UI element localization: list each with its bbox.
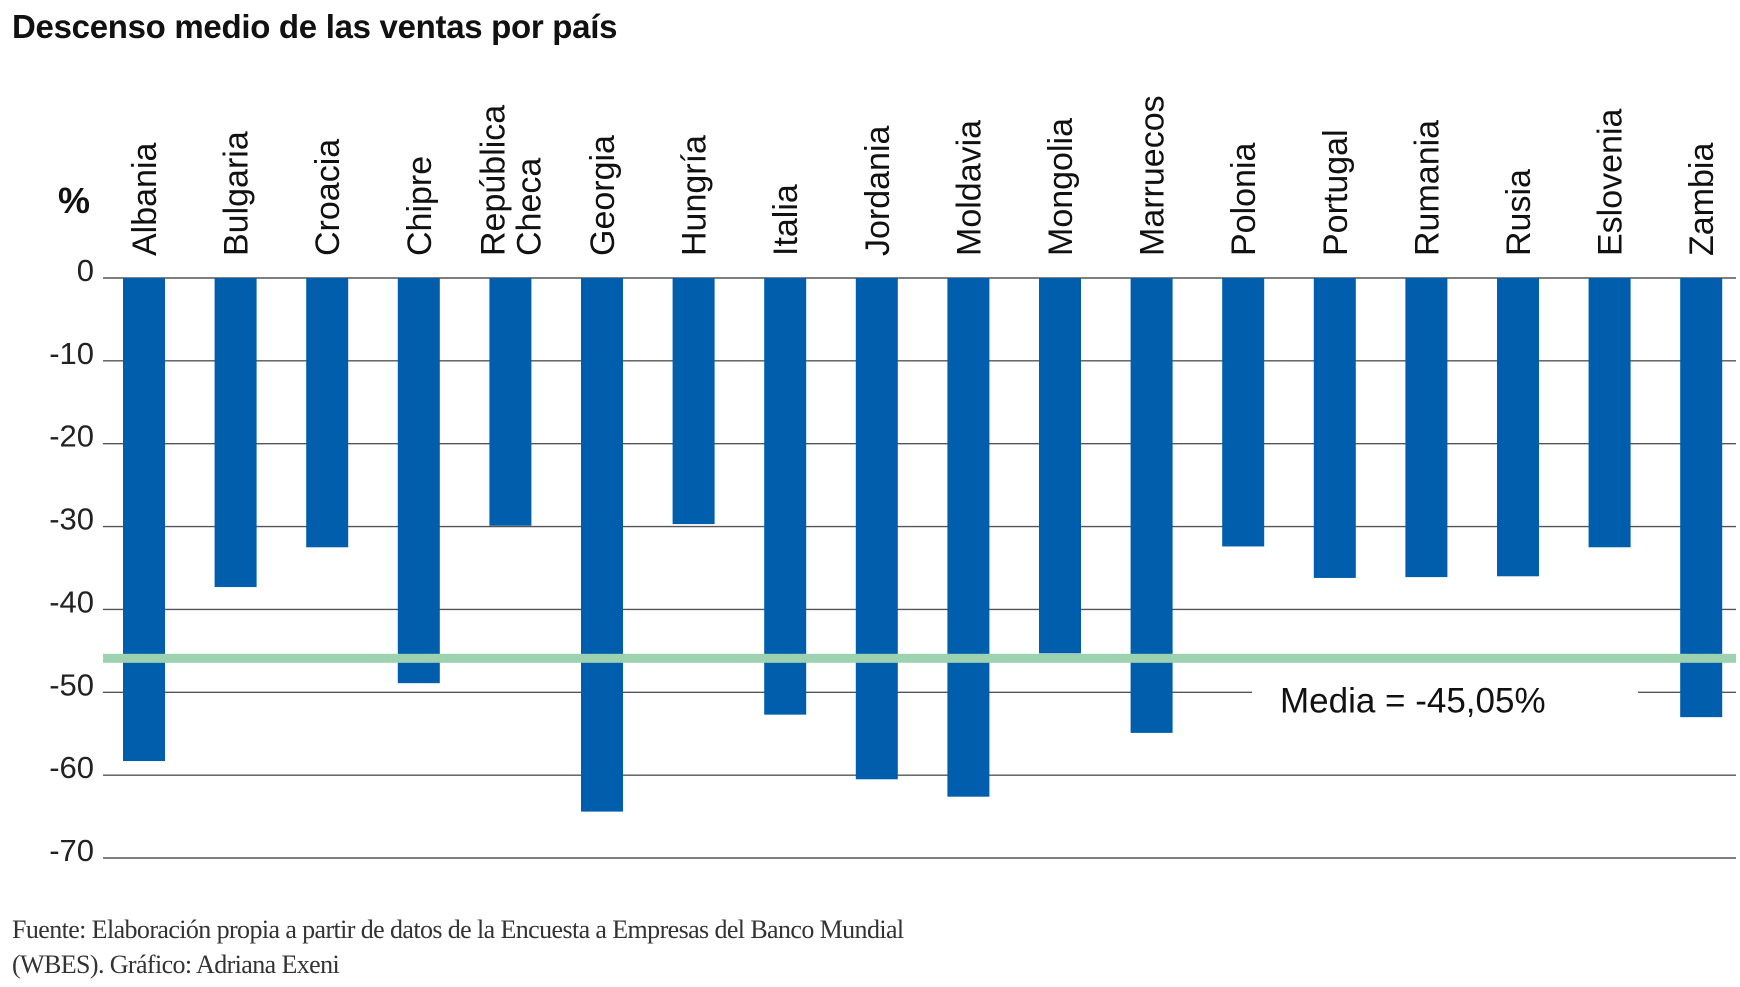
category-label: Portugal — [1317, 129, 1355, 256]
y-tick-label: -60 — [49, 750, 94, 785]
bar-georgia — [581, 278, 623, 812]
category-label: Moldavia — [950, 120, 988, 256]
source-note: Fuente: Elaboración propia a partir de d… — [12, 912, 904, 982]
category-label-text: Italia — [767, 184, 805, 256]
category-label-text: Mongolia — [1042, 118, 1080, 256]
y-axis-unit-label: % — [58, 180, 90, 221]
category-label-text: Polonia — [1225, 142, 1263, 256]
bar-italia — [764, 278, 807, 715]
category-label: Hungría — [676, 135, 714, 256]
y-tick-label: -20 — [49, 419, 94, 454]
bar-polonia — [1222, 278, 1265, 547]
category-label: Albania — [126, 142, 164, 256]
category-label-text: Checa — [510, 158, 548, 256]
category-label: Jordania — [859, 125, 897, 256]
category-label-text: Zambia — [1683, 143, 1721, 256]
bar-marruecos — [1130, 278, 1173, 733]
bar-bulgaria — [214, 278, 257, 588]
category-label: Eslovenia — [1592, 108, 1630, 256]
bar-eslovenia — [1588, 278, 1631, 548]
y-tick-label: -50 — [49, 667, 94, 702]
category-label: Chipre — [401, 156, 439, 256]
bar-hungría — [672, 278, 715, 525]
category-label: Rumania — [1408, 120, 1446, 256]
bar-moldavia — [947, 278, 990, 797]
category-label: Zambia — [1683, 143, 1721, 256]
mean-line-group: Media = -45,05% — [103, 653, 1736, 720]
source-line-2: (WBES). Gráfico: Adriana Exeni — [12, 950, 340, 979]
y-tick-label: -10 — [49, 336, 94, 371]
bar-chart: 0 -10 -20 -30 -40 -50 -60 -70 % Albania Bulgaria… — [49, 95, 1736, 868]
bars — [123, 278, 1723, 812]
source-line-1: Fuente: Elaboración propia a partir de d… — [12, 915, 904, 944]
chart-title: Descenso medio de las ventas por país — [12, 8, 618, 45]
y-tick-label: -30 — [49, 502, 94, 537]
bar-rumania — [1405, 278, 1448, 578]
mean-line — [103, 653, 1736, 663]
mean-line-label: Media = -45,05% — [1280, 681, 1546, 720]
category-label: Polonia — [1225, 142, 1263, 256]
gridlines — [103, 277, 1736, 859]
category-labels: Albania Bulgaria Croacia Chipre RepúblicaChe… — [126, 95, 1721, 256]
bar-albania — [123, 278, 165, 762]
category-label-text: Eslovenia — [1592, 108, 1630, 256]
bar-rusia — [1497, 278, 1539, 577]
category-label: Bulgaria — [218, 131, 256, 256]
category-label: Croacia — [309, 139, 347, 256]
bar-mongolia — [1039, 278, 1081, 654]
y-tick-label: -70 — [49, 833, 94, 868]
category-label: Rusia — [1500, 169, 1538, 256]
bar-república-checa — [489, 278, 532, 526]
y-tick-labels: 0 -10 -20 -30 -40 -50 -60 -70 — [49, 253, 94, 868]
bar-portugal — [1313, 278, 1356, 578]
category-label-text: República — [474, 105, 512, 256]
category-label-text: Portugal — [1317, 129, 1355, 256]
category-label-text: Albania — [126, 142, 164, 256]
category-label-text: Rumania — [1408, 120, 1446, 256]
category-label-text: Hungría — [676, 135, 714, 256]
bar-jordania — [855, 278, 898, 780]
category-label-text: Moldavia — [950, 120, 988, 256]
bar-croacia — [306, 278, 349, 548]
category-label: Georgia — [584, 135, 622, 256]
category-label-text: Croacia — [309, 139, 347, 256]
category-label-text: Marruecos — [1134, 95, 1172, 256]
bar-zambia — [1680, 278, 1723, 718]
category-label-text: Georgia — [584, 135, 622, 256]
bar-chipre — [397, 278, 440, 684]
category-label-text: Bulgaria — [218, 131, 256, 256]
label-gap — [1252, 688, 1638, 697]
category-label-text: Jordania — [859, 125, 897, 256]
category-label: Mongolia — [1042, 118, 1080, 256]
category-label-text: Rusia — [1500, 169, 1538, 256]
y-tick-label: 0 — [77, 253, 94, 288]
category-label: Italia — [767, 184, 805, 256]
category-label-text: Chipre — [401, 156, 439, 256]
category-label: Marruecos — [1134, 95, 1172, 256]
y-tick-label: -40 — [49, 584, 94, 619]
